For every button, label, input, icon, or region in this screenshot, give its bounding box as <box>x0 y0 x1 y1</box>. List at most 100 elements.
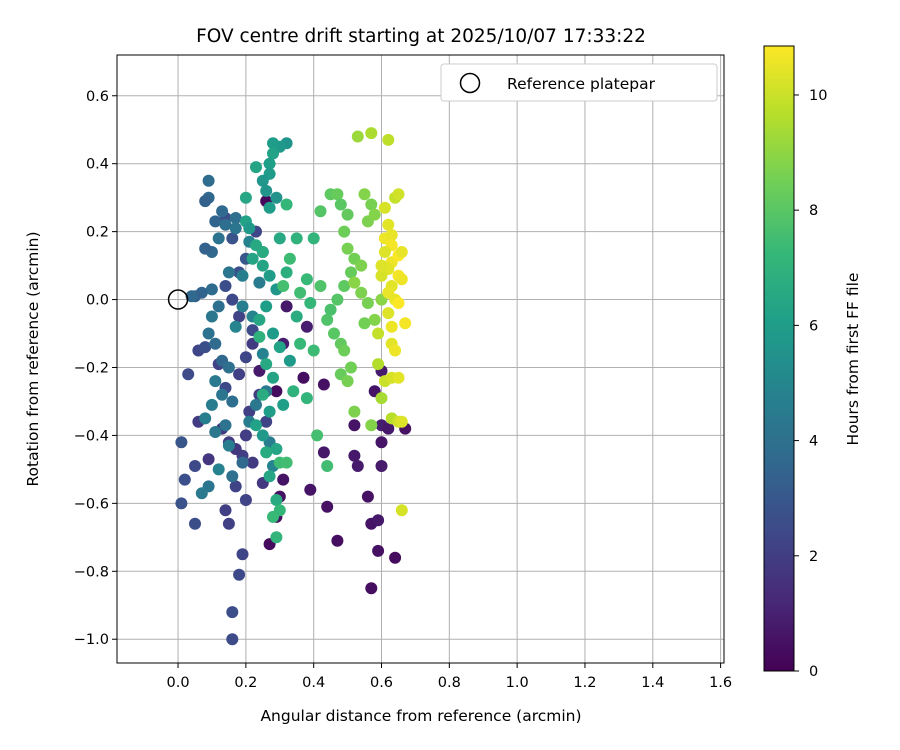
scatter-point <box>195 487 208 500</box>
scatter-point <box>253 276 266 289</box>
colorbar-gradient <box>763 45 795 672</box>
scatter-point <box>372 327 385 340</box>
scatter-point <box>260 300 273 313</box>
scatter-point <box>270 494 283 506</box>
scatter-point <box>290 310 303 323</box>
colorbar-tick-label: 10 <box>809 88 827 104</box>
scatter-point <box>341 242 354 255</box>
scatter-point <box>212 232 225 245</box>
chart-title: FOV centre drift starting at 2025/10/07 … <box>196 26 646 47</box>
scatter-point <box>283 252 296 265</box>
scatter-point <box>375 269 388 282</box>
scatter-point <box>294 286 307 299</box>
y-tick-label: 0.2 <box>86 225 109 241</box>
scatter-point <box>263 470 276 483</box>
scatter-point <box>202 174 215 187</box>
x-tick-label: 1.0 <box>506 675 529 691</box>
scatter-point <box>222 439 235 452</box>
scatter-point <box>209 337 222 350</box>
scatter-point <box>297 371 310 384</box>
scatter-point <box>226 232 239 245</box>
scatter-point <box>233 568 246 581</box>
scatter-point <box>216 388 229 401</box>
scatter-point <box>263 269 276 282</box>
scatter-point <box>361 490 374 503</box>
scatter-point <box>382 307 395 320</box>
legend-label-reference: Reference platepar <box>507 75 656 93</box>
scatter-point <box>189 460 201 472</box>
scatter-point <box>270 443 283 455</box>
scatter-point <box>256 388 269 401</box>
scatter-point <box>338 280 351 292</box>
scatter-point <box>334 198 347 211</box>
scatter-point <box>243 222 256 235</box>
scatter-point <box>375 392 388 405</box>
scatter-point <box>267 510 279 523</box>
colorbar-tick-label: 2 <box>809 549 818 565</box>
scatter-point <box>256 429 269 442</box>
colorbar-tick-label: 4 <box>809 434 818 450</box>
scatter-point <box>273 341 286 354</box>
scatter-point <box>246 252 259 265</box>
colorbar-ticks: 0 2 4 6 8 10 <box>794 88 827 680</box>
scatter-point <box>209 215 222 228</box>
scatter-point <box>300 392 313 405</box>
scatter-point <box>328 327 340 340</box>
scatter-point <box>345 266 357 279</box>
y-tick-label: 0.6 <box>86 89 109 105</box>
scatter-point <box>317 446 330 459</box>
grid <box>117 55 724 663</box>
scatter-point <box>355 259 368 272</box>
scatter-point <box>331 293 344 306</box>
scatter-point <box>338 225 351 238</box>
scatter-point <box>263 201 276 214</box>
scatter-point <box>348 419 361 432</box>
scatter-point <box>256 347 269 360</box>
scatter-point <box>358 317 371 330</box>
scatter-point <box>226 470 239 483</box>
scatter-point <box>300 320 313 333</box>
scatter-point <box>209 426 222 438</box>
scatter-point <box>321 460 334 472</box>
scatter-point <box>267 371 279 384</box>
colorbar-tick-label: 6 <box>809 318 818 334</box>
scatter-point <box>263 157 276 170</box>
scatter-point <box>385 320 398 333</box>
colorbar-label: Hours from first FF file <box>844 273 862 446</box>
scatter-point <box>304 483 317 496</box>
scatter-point <box>314 205 327 218</box>
scatter-point <box>290 232 303 245</box>
scatter-point <box>253 313 266 326</box>
legend-box <box>440 63 718 102</box>
scatter-point <box>233 368 246 381</box>
scatter-point <box>216 205 229 218</box>
scatter-point <box>267 137 279 150</box>
scatter-point <box>375 436 388 449</box>
scatter-point <box>239 429 252 442</box>
scatter-point <box>321 313 334 326</box>
scatter-point <box>226 395 239 408</box>
scatter-point <box>365 198 378 211</box>
scatter-point <box>229 480 242 493</box>
scatter-point <box>382 286 395 299</box>
scatter-point <box>372 544 385 557</box>
scatter-point <box>280 266 293 279</box>
scatter-point <box>317 378 330 391</box>
scatter-point <box>253 330 266 343</box>
scatter-point <box>229 212 242 224</box>
scatter-point <box>378 201 391 214</box>
scatter-point <box>365 127 378 140</box>
scatter-point <box>263 405 276 418</box>
scatter-point <box>355 286 368 299</box>
scatter-point <box>222 266 235 279</box>
scatter-point <box>399 317 412 330</box>
scatter-point <box>222 361 235 374</box>
scatter-point <box>307 344 320 357</box>
scatter-point <box>222 517 235 530</box>
scatter-point <box>348 405 361 418</box>
scatter-point <box>277 280 290 292</box>
scatter-point <box>219 419 232 432</box>
scatter-point <box>395 504 408 517</box>
scatter-point <box>256 174 269 187</box>
